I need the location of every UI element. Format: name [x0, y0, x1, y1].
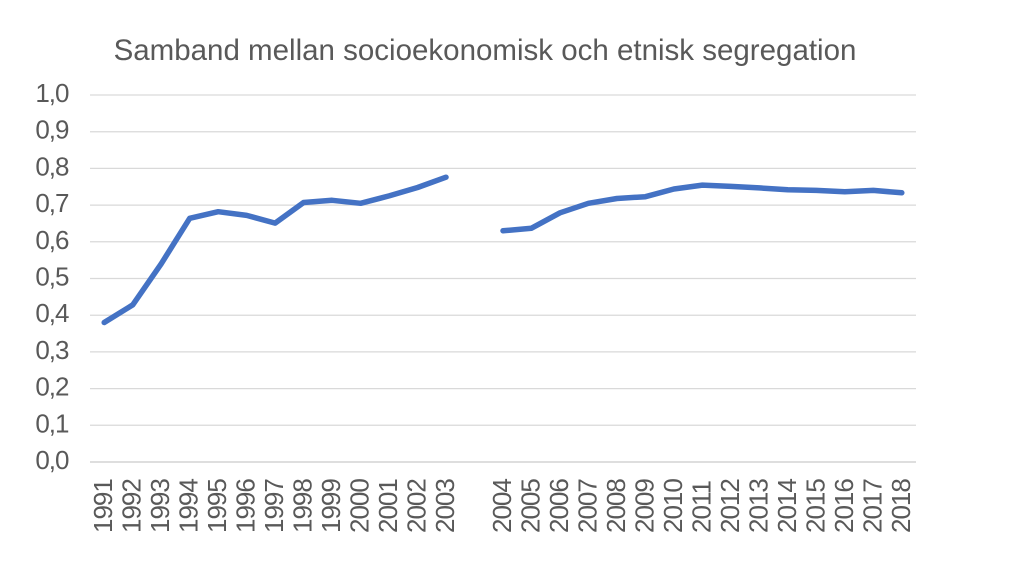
svg-text:2018: 2018 [886, 479, 916, 533]
svg-text:Samband mellan socioekonomisk: Samband mellan socioekonomisk och etnisk… [114, 34, 857, 67]
svg-text:0,8: 0,8 [35, 151, 69, 181]
svg-text:2014: 2014 [772, 479, 802, 533]
svg-text:1996: 1996 [231, 479, 261, 533]
svg-text:1995: 1995 [202, 479, 232, 533]
svg-text:2010: 2010 [658, 479, 688, 533]
svg-text:2004: 2004 [487, 479, 517, 533]
svg-text:2006: 2006 [544, 479, 574, 533]
svg-text:2008: 2008 [601, 479, 631, 533]
svg-text:1993: 1993 [145, 479, 175, 533]
svg-text:0,2: 0,2 [35, 372, 69, 402]
svg-text:2009: 2009 [629, 479, 659, 533]
svg-text:1,0: 1,0 [35, 78, 69, 108]
svg-text:2000: 2000 [345, 479, 375, 533]
svg-text:0,1: 0,1 [35, 408, 69, 438]
svg-text:2003: 2003 [430, 479, 460, 533]
svg-text:2011: 2011 [686, 481, 716, 533]
svg-text:2016: 2016 [829, 479, 859, 533]
svg-text:2007: 2007 [572, 479, 602, 533]
svg-text:0,0: 0,0 [35, 445, 69, 475]
svg-text:0,7: 0,7 [35, 188, 69, 218]
svg-text:1991: 1991 [88, 479, 118, 533]
svg-text:2015: 2015 [800, 479, 830, 533]
svg-text:2012: 2012 [715, 479, 745, 533]
svg-text:0,3: 0,3 [35, 335, 69, 365]
svg-text:2013: 2013 [743, 479, 773, 533]
svg-text:1998: 1998 [288, 479, 318, 533]
svg-text:2017: 2017 [857, 479, 887, 533]
svg-text:0,9: 0,9 [35, 115, 69, 145]
svg-text:2002: 2002 [402, 479, 432, 533]
svg-text:1994: 1994 [174, 479, 204, 533]
svg-text:1992: 1992 [117, 479, 147, 533]
svg-text:1999: 1999 [316, 479, 346, 533]
svg-text:1997: 1997 [259, 479, 289, 533]
svg-text:2001: 2001 [373, 479, 403, 533]
svg-text:0,4: 0,4 [35, 298, 69, 328]
svg-text:0,6: 0,6 [35, 225, 69, 255]
svg-text:0,5: 0,5 [35, 262, 69, 292]
svg-text:2005: 2005 [516, 479, 546, 533]
